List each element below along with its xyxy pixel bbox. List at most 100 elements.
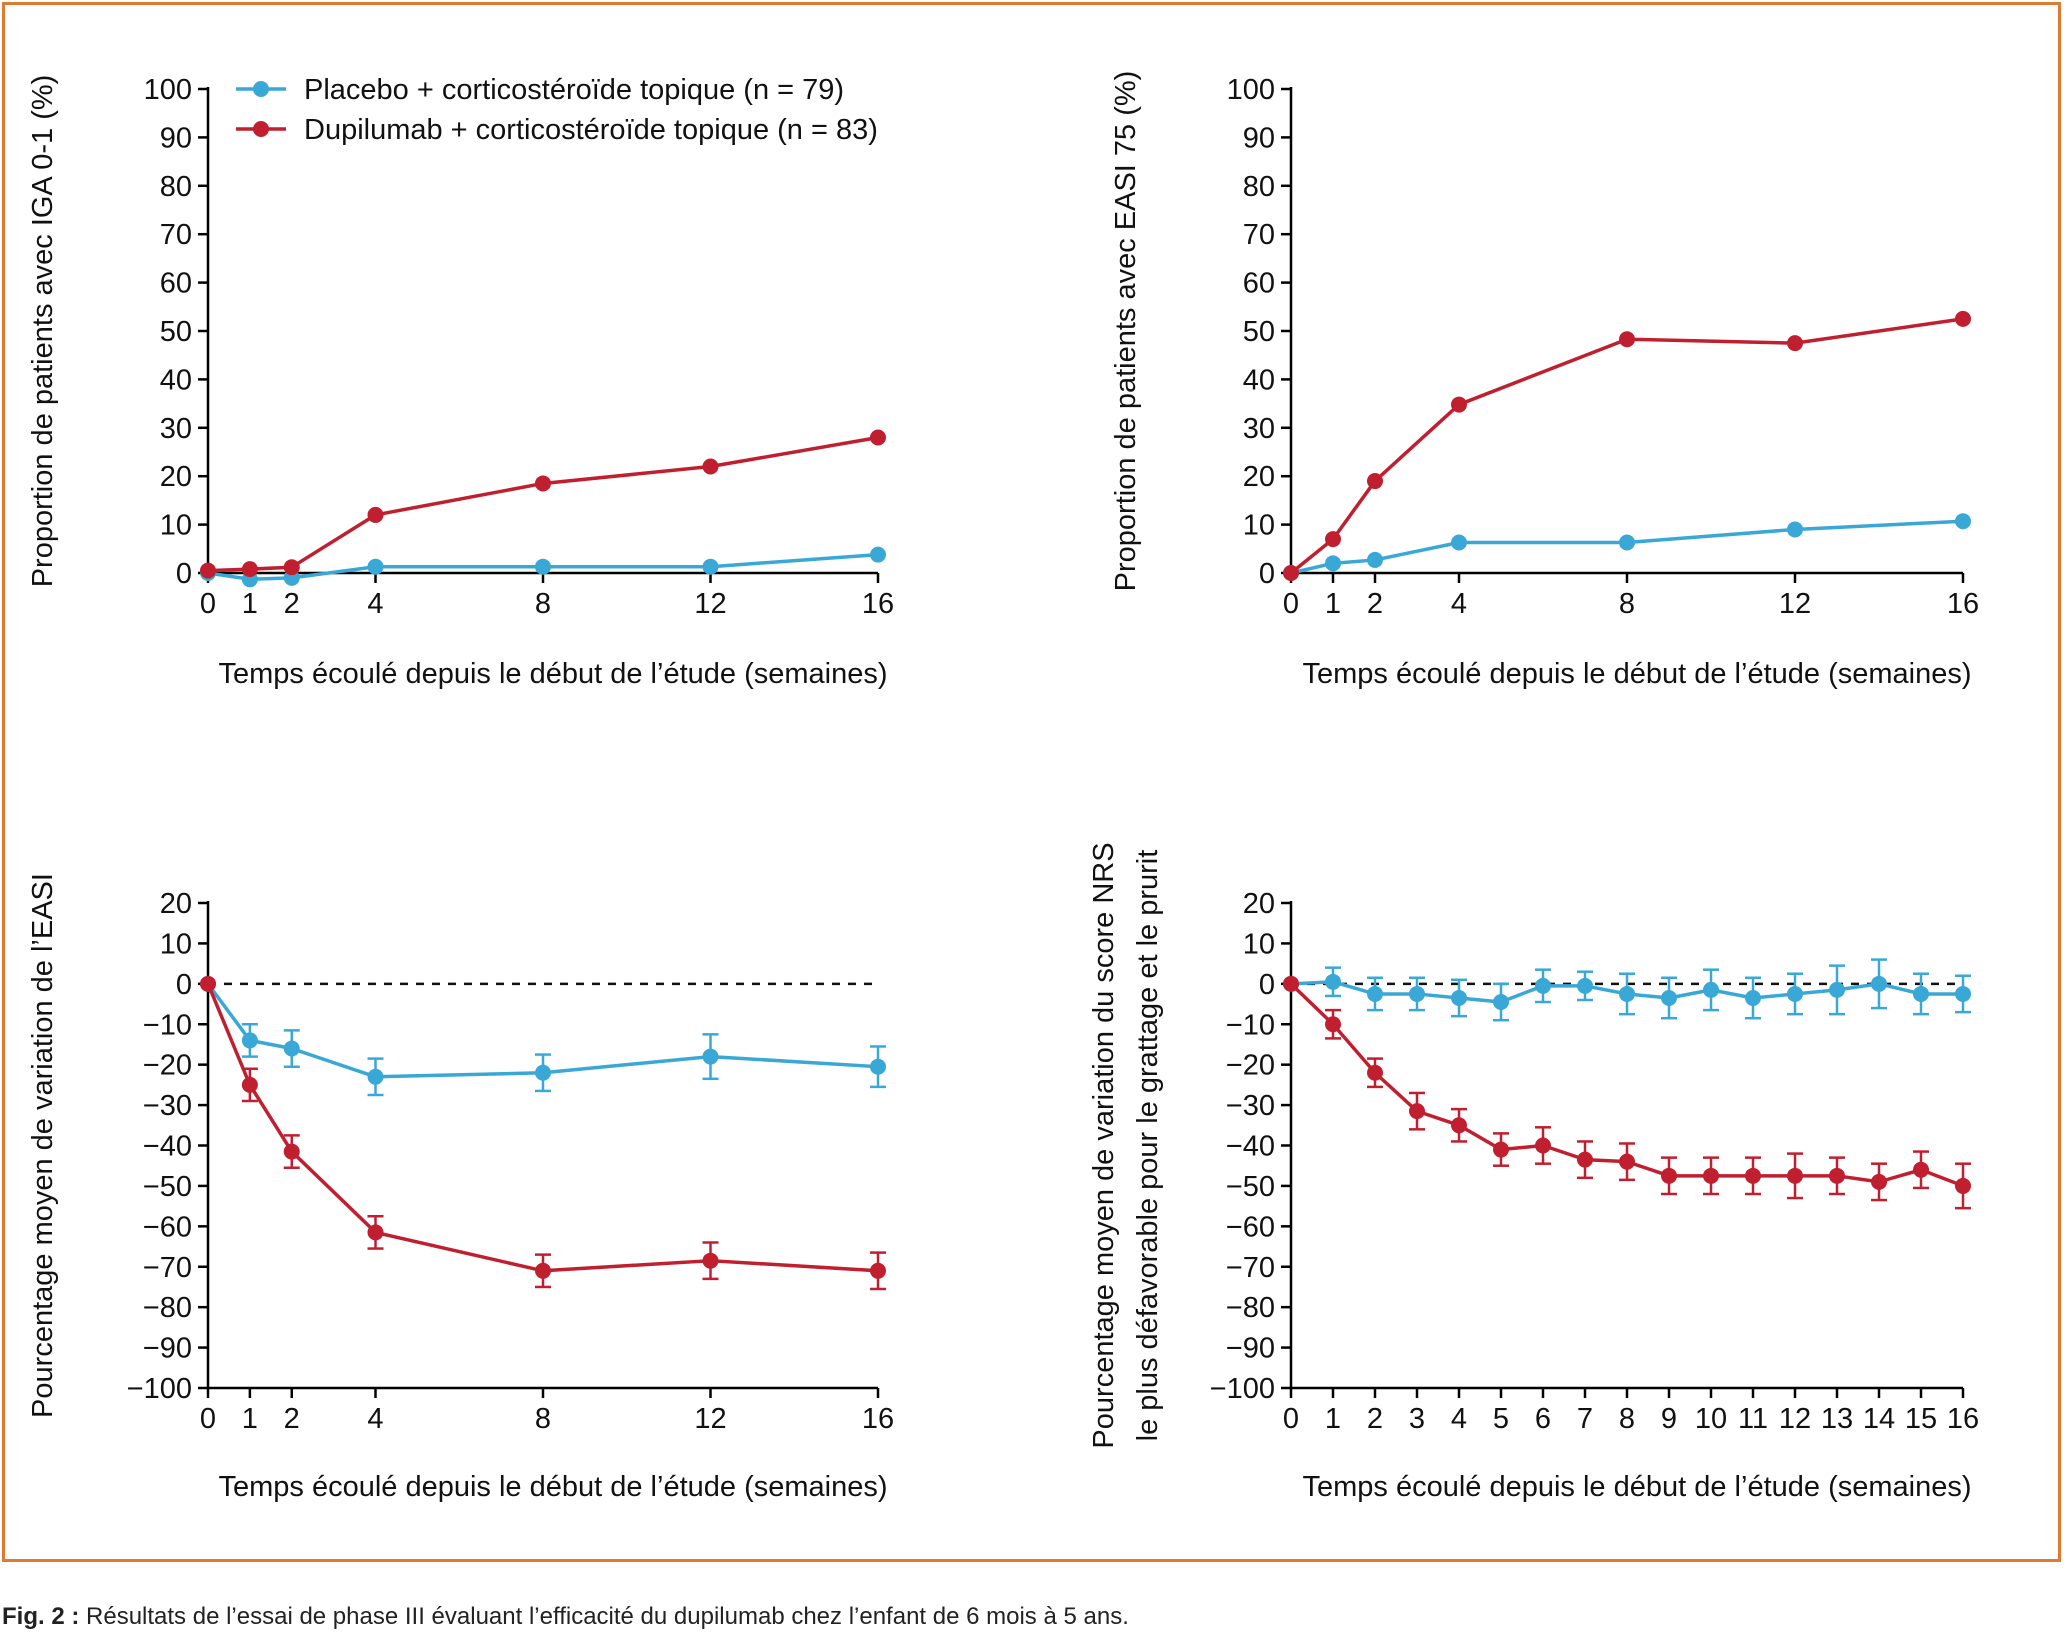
data-point [1745,1167,1761,1184]
data-point [1829,981,1845,998]
y-tick-label: 90 [160,122,192,154]
data-point [1619,534,1635,551]
y-tick-label: 100 [1227,74,1275,106]
y-tick-label: −20 [143,1050,192,1082]
data-point [870,429,886,446]
data-point [1283,975,1299,992]
y-tick-label: −90 [1226,1333,1275,1365]
data-point [1829,1167,1845,1184]
x-tick-label: 7 [1577,1403,1593,1435]
data-point [1325,1016,1341,1033]
x-tick-label: 10 [1695,1403,1727,1435]
data-point [870,546,886,563]
x-axis-label: Temps écoulé depuis le début de l’étude … [1302,658,1971,690]
x-tick-label: 12 [694,1403,726,1435]
x-tick-label: 16 [862,588,894,620]
x-tick-label: 4 [1451,588,1467,620]
y-tick-label: −50 [143,1171,192,1203]
x-tick-label: 11 [1738,1403,1768,1435]
data-point [702,458,719,475]
y-tick-label: 20 [1243,461,1275,493]
caption-text: Résultats de l’essai de phase III évalua… [79,1603,1129,1630]
y-tick-label: −80 [1226,1292,1275,1324]
data-point [1451,534,1467,551]
y-tick-label: −70 [1226,1252,1275,1284]
y-tick-label: 10 [1243,510,1275,542]
data-point [702,1048,719,1065]
x-axis-label: Temps écoulé depuis le début de l’étude … [218,1471,887,1503]
data-point [1451,989,1467,1006]
y-tick-label: 100 [144,74,192,106]
x-tick-label: 1 [242,1403,258,1435]
y-tick-label: 10 [160,510,192,542]
data-point [1661,1167,1677,1184]
data-point [1787,1167,1803,1184]
y-tick-label: −70 [143,1252,192,1284]
series-placebo [1283,513,1971,581]
y-axis-label: Pourcentage moyen de variation de l’EASI [27,873,59,1418]
data-point [283,1040,300,1057]
y-tick-label: −100 [1210,1373,1275,1405]
legend-swatch-marker [253,121,269,137]
x-tick-label: 3 [1409,1403,1425,1435]
data-point [283,559,300,576]
y-tick-label: 90 [1243,122,1275,154]
y-tick-label: −80 [143,1292,192,1324]
y-tick-label: 50 [1243,316,1275,348]
data-point [1535,1137,1551,1154]
y-tick-label: −50 [1226,1171,1275,1203]
data-point [1871,975,1887,992]
data-point [1955,513,1971,530]
x-tick-label: 9 [1661,1403,1677,1435]
data-point [1619,1153,1635,1170]
x-tick-label: 0 [1283,1403,1299,1435]
y-tick-label: −40 [1226,1131,1275,1163]
data-point [1703,981,1719,998]
data-point [1871,1173,1887,1190]
data-point [702,1252,719,1269]
series-dupilumab [200,429,886,579]
y-tick-label: −30 [1226,1090,1275,1122]
data-point [702,558,719,575]
y-tick-label: 40 [160,364,192,396]
data-point [1325,973,1341,990]
data-point [1409,985,1425,1002]
figure-frame [2,2,2061,1562]
x-tick-label: 4 [367,1403,383,1435]
y-tick-label: 30 [160,413,192,445]
y-tick-label: 50 [160,316,192,348]
data-point [1577,1151,1593,1168]
y-tick-label: −90 [143,1333,192,1365]
legend-entry-label: Placebo + corticostéroïde topique (n = 7… [304,74,844,106]
x-tick-label: 6 [1535,1403,1551,1435]
data-point [1493,1141,1509,1158]
y-tick-label: −20 [1226,1050,1275,1082]
data-point [367,1224,384,1241]
data-point [535,475,551,492]
y-tick-label: 20 [1243,888,1275,920]
data-point [1283,565,1299,581]
y-tick-label: −60 [143,1211,192,1243]
data-point [1367,985,1383,1002]
x-tick-label: 13 [1821,1403,1853,1435]
y-tick-label: 60 [1243,268,1275,300]
data-point [535,1262,551,1279]
x-tick-label: 0 [200,1403,216,1435]
y-axis-label: le plus défavorable pour le grattage et … [1132,850,1164,1442]
y-tick-label: 10 [1243,928,1275,960]
x-tick-label: 1 [242,588,258,620]
legend-swatch-marker [253,81,269,97]
data-point [241,561,258,578]
data-point [1661,989,1677,1006]
data-point [1409,1103,1425,1120]
data-point [1955,1177,1971,1194]
legend: Placebo + corticostéroïde topique (n = 7… [236,74,878,146]
y-tick-label: 70 [1243,219,1275,251]
x-tick-label: 1 [1325,1403,1341,1435]
x-tick-label: 16 [1947,1403,1979,1435]
y-tick-label: 80 [160,171,192,203]
